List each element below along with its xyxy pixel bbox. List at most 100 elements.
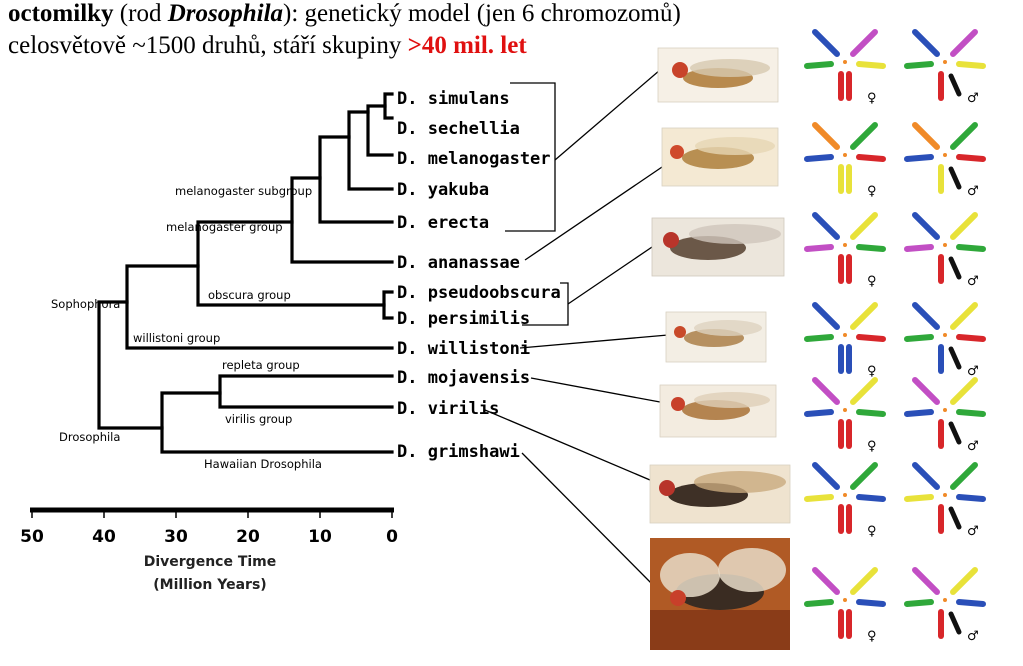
chromosome-arm [850, 302, 878, 330]
chromosome-arm [948, 506, 962, 530]
chromosome-arm [904, 334, 934, 342]
chromosome-arm [856, 154, 886, 162]
sex-symbol: ♀ [867, 524, 877, 539]
chromosome-arm [856, 599, 886, 607]
chromosome-arm [856, 409, 886, 417]
chromosome-arm [956, 409, 986, 417]
chromosome-arm [956, 334, 986, 342]
chromosome-arm [956, 494, 986, 502]
chromosome-arm [948, 73, 962, 97]
group-label-hawaiian: Hawaiian Drosophila [204, 457, 322, 471]
chromosome-arm [850, 122, 878, 150]
species-label-pseudoobscura: D. pseudoobscura [397, 283, 561, 303]
chromosome-arm [904, 61, 934, 69]
chromosome-arm [856, 494, 886, 502]
subtitle-text: celosvětově ~1500 druhů, stáří skupiny [8, 32, 408, 59]
dot-chromosome [843, 598, 847, 602]
chromosome-arm [850, 212, 878, 240]
title-line-2: celosvětově ~1500 druhů, stáří skupiny >… [8, 32, 527, 60]
chromosome-arm [850, 567, 878, 595]
fly-photos [649, 47, 791, 650]
chromosome-arm [948, 346, 962, 370]
chromosome-arm [948, 611, 962, 635]
dot-chromosome [843, 60, 847, 64]
group-label-willistoni-group: willistoni group [133, 331, 220, 345]
chromosome-arm [804, 409, 834, 417]
sex-symbol: ♂ [967, 184, 979, 199]
chromosome-arm [850, 462, 878, 490]
chromosome-arm [948, 421, 962, 445]
chromosome-arm [950, 302, 978, 330]
dot-chromosome [843, 408, 847, 412]
chromosome-arm [912, 567, 940, 595]
fly-photo-4 [665, 311, 767, 363]
karyotypes: ♀ ♂ ♀ ♂ ♀ ♂ ♀ ♂ ♀ ♂ ♀ ♂ ♀ ♂ [804, 29, 986, 644]
sex-symbol: ♂ [967, 91, 979, 106]
title-part-b: ): genetický model (jen 6 chromozomů) [283, 0, 681, 27]
group-label-drosophila: Drosophila [59, 430, 120, 444]
dot-chromosome [943, 408, 947, 412]
dot-chromosome [943, 60, 947, 64]
chromosome-arm [812, 29, 840, 57]
species-label-yakuba: D. yakuba [397, 180, 489, 200]
chromosome-arm [912, 302, 940, 330]
chromosome-arm [812, 462, 840, 490]
chromosome-arm [956, 599, 986, 607]
chromosome-arm [912, 29, 940, 57]
sex-symbol: ♂ [967, 439, 979, 454]
dot-chromosome [843, 493, 847, 497]
chromosome-arm [948, 166, 962, 190]
fly-photo-1 [657, 47, 779, 103]
chromosome-arm [804, 154, 834, 162]
species-label-simulans: D. simulans [397, 89, 510, 109]
chromosome-arm [912, 122, 940, 150]
chromosome-arm [950, 122, 978, 150]
chromosome-arm [950, 29, 978, 57]
chromosome-arm [812, 567, 840, 595]
axis-label-line-1: Divergence Time [144, 554, 277, 570]
sex-symbol: ♀ [867, 274, 877, 289]
chromosome-arm [912, 462, 940, 490]
fly-photo-7 [650, 538, 790, 650]
connector-lines [484, 69, 669, 591]
axis-label-line-2: (Million Years) [153, 577, 266, 593]
dot-chromosome [843, 333, 847, 337]
dot-chromosome [843, 243, 847, 247]
dot-chromosome [943, 333, 947, 337]
title-line-1: octomilky (rod Drosophila): genetický mo… [8, 0, 681, 28]
time-axis: 50 40 30 20 10 0 Divergence Time (Millio… [20, 507, 398, 593]
chromosome-arm [804, 244, 834, 252]
chromosome-arm [948, 256, 962, 280]
fly-photo-3 [651, 217, 785, 277]
group-labels: melanogaster subgroup melanogaster group… [51, 184, 322, 471]
chromosome-arm [804, 61, 834, 69]
chromosome-arm [856, 334, 886, 342]
chromosome-arm [804, 334, 834, 342]
tree-branches [97, 92, 394, 454]
age-highlight: >40 mil. let [407, 32, 527, 59]
chromosome-arm [856, 61, 886, 69]
sex-symbol: ♀ [867, 629, 877, 644]
chromosome-arm [950, 567, 978, 595]
chromosome-arm [904, 409, 934, 417]
axis-tick-30: 30 [164, 527, 188, 547]
dot-chromosome [943, 493, 947, 497]
species-label-mojavensis: D. mojavensis [397, 368, 530, 388]
chromosome-arm [956, 244, 986, 252]
chromosome-arm [950, 377, 978, 405]
sex-symbol: ♂ [967, 364, 979, 379]
group-label-obscura-group: obscura group [208, 288, 291, 302]
chromosome-arm [856, 244, 886, 252]
species-label-sechellia: D. sechellia [397, 119, 520, 139]
sex-symbol: ♂ [967, 524, 979, 539]
title-part-a: (rod [113, 0, 168, 27]
fly-photo-5 [659, 384, 777, 438]
chromosome-arm [956, 61, 986, 69]
chromosome-arm [812, 212, 840, 240]
group-label-virilis-group: virilis group [225, 412, 292, 426]
chromosome-arm [950, 212, 978, 240]
group-label-repleta-group: repleta group [222, 358, 300, 372]
sex-symbol: ♀ [867, 184, 877, 199]
group-label-melanogaster-group: melanogaster group [166, 220, 283, 234]
